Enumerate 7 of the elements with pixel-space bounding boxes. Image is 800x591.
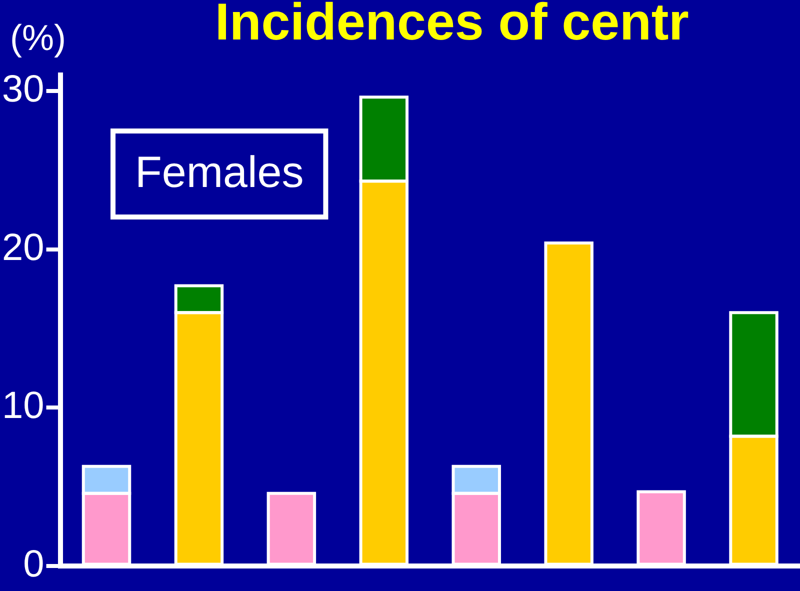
y-tick-label: 20 bbox=[2, 226, 44, 269]
chart-title: Incidences of centr bbox=[215, 0, 689, 52]
y-tick-label: 30 bbox=[2, 68, 44, 110]
y-tick-label: 10 bbox=[2, 385, 44, 428]
y-tick-label: 0 bbox=[23, 544, 44, 586]
annotation: Females bbox=[135, 148, 304, 198]
y-axis-title: (%) bbox=[10, 16, 66, 58]
